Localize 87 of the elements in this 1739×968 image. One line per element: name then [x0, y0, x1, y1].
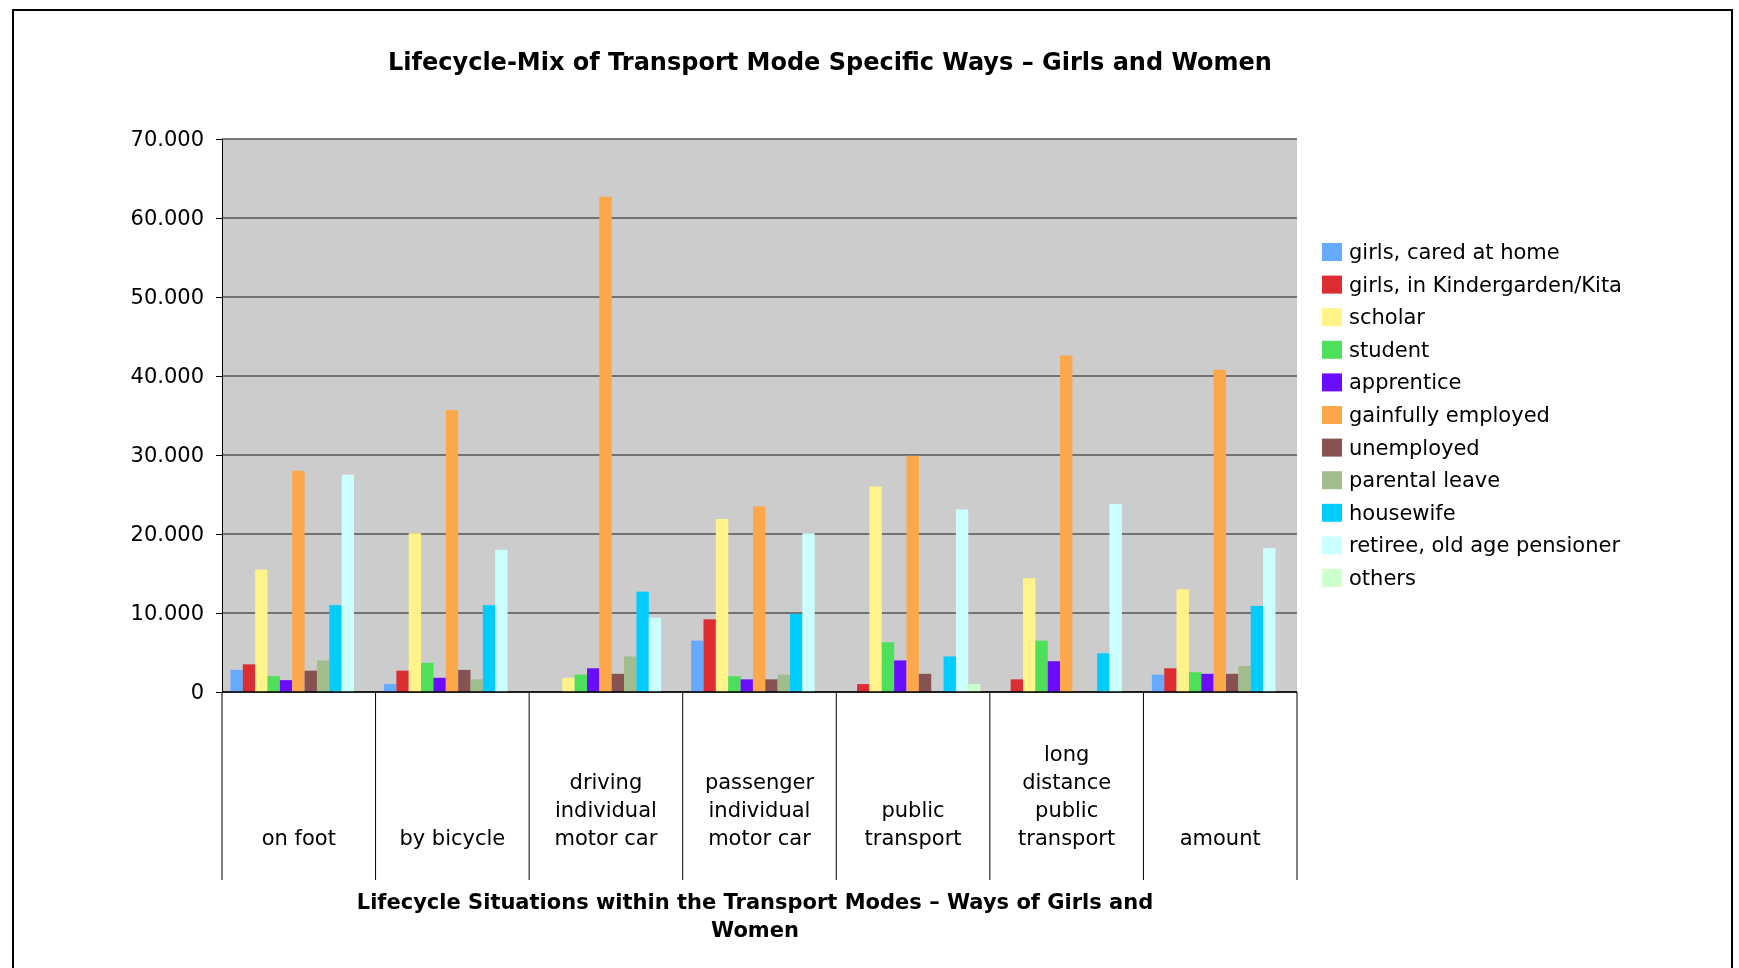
- bar: [1023, 578, 1036, 692]
- bar: [1250, 605, 1264, 692]
- bar: [1010, 679, 1024, 692]
- bar: [242, 664, 256, 692]
- bar: [881, 642, 895, 692]
- bar: [752, 506, 766, 692]
- bar: [1188, 672, 1202, 692]
- bar: [408, 533, 422, 692]
- bar: [1097, 653, 1110, 692]
- bar: [341, 474, 354, 692]
- legend-label: scholar: [1349, 305, 1426, 330]
- bar: [304, 670, 317, 692]
- bar: [1035, 640, 1048, 692]
- x-tick-label: long distance public transport: [1018, 742, 1116, 850]
- bar: [636, 591, 649, 692]
- bar: [906, 455, 919, 692]
- bar: [728, 676, 741, 692]
- bar: [894, 660, 907, 692]
- legend-label: housewife: [1349, 500, 1456, 525]
- legend-label: girls, cared at home: [1349, 240, 1560, 264]
- bar: [1060, 355, 1073, 692]
- legend-label: others: [1349, 566, 1416, 590]
- legend-label: retiree, old age pensioner: [1349, 533, 1621, 558]
- y-tick-label: 30.000: [130, 443, 204, 468]
- bar: [279, 680, 293, 692]
- bar: [765, 679, 778, 692]
- x-axis-title: Lifecycle Situations within the Transport Modes – Ways of Girls and Women: [356, 890, 1154, 942]
- legend-label: apprentice: [1349, 370, 1462, 395]
- bar: [943, 656, 956, 692]
- bar: [691, 640, 704, 692]
- bar: [740, 679, 753, 692]
- bar: [715, 518, 729, 692]
- bar: [1201, 673, 1214, 692]
- bar: [802, 533, 815, 692]
- x-tick-label: passenger individual motor car: [704, 770, 815, 850]
- bar: [1047, 661, 1061, 692]
- legend-label: student: [1349, 337, 1430, 362]
- bar: [1176, 589, 1189, 692]
- chart-title: Lifecycle-Mix of Transport Mode Specific Ways – Girls and Women: [388, 48, 1272, 76]
- x-tick-label: public transport: [864, 798, 962, 850]
- y-tick-label: 60.000: [130, 206, 204, 231]
- bar: [445, 409, 459, 692]
- bar: [1109, 503, 1122, 692]
- bar: [316, 660, 330, 692]
- y-tick-label: 0: [190, 680, 204, 705]
- bar: [230, 669, 243, 692]
- x-tick-label: amount: [1179, 826, 1261, 850]
- bar: [968, 684, 981, 692]
- bar: [955, 509, 969, 692]
- bar: [255, 569, 268, 692]
- bar: [587, 668, 600, 692]
- bar: [482, 605, 496, 692]
- x-tick-label: driving individual motor car: [554, 770, 658, 850]
- bar: [421, 662, 434, 692]
- bar: [495, 549, 508, 692]
- bar: [292, 470, 305, 692]
- bar: [470, 679, 483, 692]
- bar: [624, 656, 637, 692]
- bar: [1213, 369, 1227, 692]
- legend-label: parental leave: [1349, 468, 1501, 493]
- legend-label: girls, in Kindergarden/Kita: [1349, 272, 1622, 297]
- bar: [1263, 548, 1276, 692]
- y-tick-label: 20.000: [130, 522, 204, 547]
- bar: [611, 673, 625, 692]
- bar: [599, 196, 612, 692]
- bar: [703, 619, 716, 692]
- y-tick-label: 10.000: [130, 601, 204, 626]
- legend-label: gainfully employed: [1349, 403, 1550, 427]
- bar: [790, 613, 803, 692]
- bar: [1238, 665, 1251, 692]
- bar: [869, 486, 882, 692]
- y-tick-label: 40.000: [130, 364, 204, 389]
- bar: [648, 617, 662, 692]
- x-tick-label: on foot: [261, 826, 336, 850]
- bar: [329, 605, 342, 692]
- bar: [562, 677, 575, 692]
- bar: [396, 670, 409, 692]
- legend-label: unemployed: [1349, 435, 1480, 460]
- y-tick-label: 70.000: [130, 127, 204, 152]
- x-tick-label: by bicycle: [399, 826, 506, 850]
- y-tick-label: 50.000: [130, 285, 204, 310]
- bar: [267, 676, 280, 692]
- bar: [458, 669, 471, 692]
- bar: [1164, 668, 1177, 692]
- bar: [433, 677, 446, 692]
- bar: [1226, 673, 1239, 692]
- bar: [918, 673, 932, 692]
